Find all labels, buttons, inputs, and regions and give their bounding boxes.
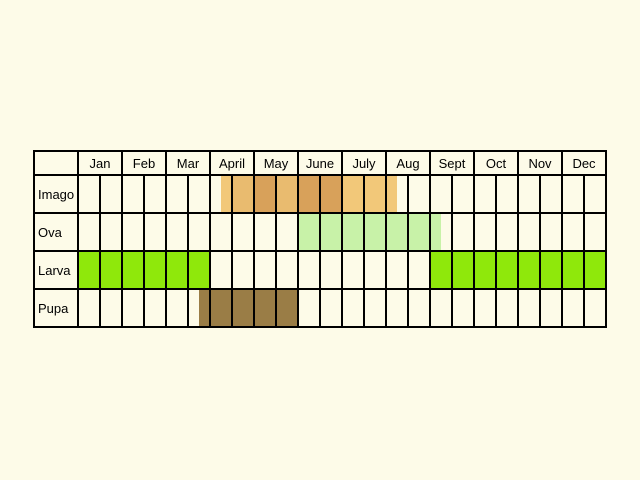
month-label-feb: Feb bbox=[133, 156, 155, 171]
stage-label-pupa: Pupa bbox=[38, 301, 69, 316]
segment-imago-3 bbox=[276, 176, 298, 212]
segment-imago-7 bbox=[386, 176, 397, 212]
month-label-aug: Aug bbox=[396, 156, 419, 171]
stage-label-ova: Ova bbox=[38, 225, 63, 240]
month-label-jan: Jan bbox=[90, 156, 111, 171]
segment-ova-0 bbox=[298, 214, 441, 250]
month-label-oct: Oct bbox=[486, 156, 507, 171]
month-label-may: May bbox=[264, 156, 289, 171]
month-label-mar: Mar bbox=[177, 156, 200, 171]
segment-imago-4 bbox=[298, 176, 320, 212]
stage-labels: Imago Ova Larva Pupa bbox=[38, 187, 74, 316]
month-label-july: July bbox=[352, 156, 376, 171]
stage-label-larva: Larva bbox=[38, 263, 71, 278]
segment-imago-2 bbox=[254, 176, 276, 212]
month-header: Jan Feb Mar April May June July Aug Sept Oct Nov De… bbox=[90, 156, 597, 171]
segment-pupa-0 bbox=[199, 290, 298, 326]
grid-lines bbox=[33, 150, 607, 328]
segment-imago-1 bbox=[232, 176, 254, 212]
month-label-dec: Dec bbox=[572, 156, 596, 171]
segment-imago-5 bbox=[320, 176, 342, 212]
month-label-sept: Sept bbox=[439, 156, 466, 171]
segment-imago-0 bbox=[221, 176, 232, 212]
stage-label-imago: Imago bbox=[38, 187, 74, 202]
month-label-april: April bbox=[219, 156, 245, 171]
month-label-june: June bbox=[306, 156, 334, 171]
month-label-nov: Nov bbox=[528, 156, 552, 171]
